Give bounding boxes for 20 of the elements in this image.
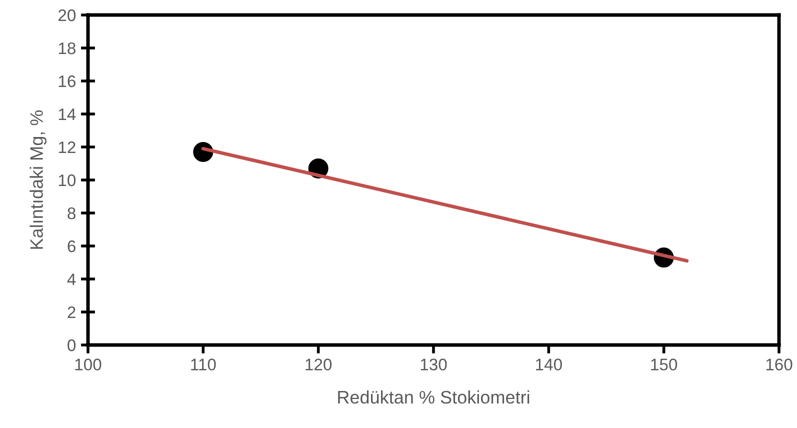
y-tick-label: 14	[58, 108, 76, 120]
y-tick-label: 16	[58, 75, 76, 88]
y-axis-title: Kalıntıdaki Mg, %	[30, 110, 47, 249]
y-tick-label: 4	[67, 274, 76, 286]
y-tick-label: 18	[58, 42, 76, 54]
y-tick-label: 0	[68, 339, 76, 352]
x-tick-label: 160	[766, 358, 792, 370]
y-tick-label: 20	[58, 9, 76, 22]
x-tick-label: 120	[306, 358, 332, 370]
y-tick-label: 6	[68, 240, 76, 252]
x-tick-label: 140	[536, 358, 562, 370]
x-axis-title: Redüktan % Stokiometri	[338, 390, 530, 404]
x-tick-label: 100	[75, 358, 102, 370]
x-tick-label: 110	[191, 358, 216, 370]
x-tick-label: 130	[420, 358, 447, 370]
y-tick-label: 12	[58, 141, 76, 154]
y-tick-label: 2	[68, 306, 76, 318]
y-tick-label: 8	[68, 207, 76, 220]
x-tick-label: 150	[651, 358, 678, 370]
y-tick-label: 10	[58, 174, 76, 186]
